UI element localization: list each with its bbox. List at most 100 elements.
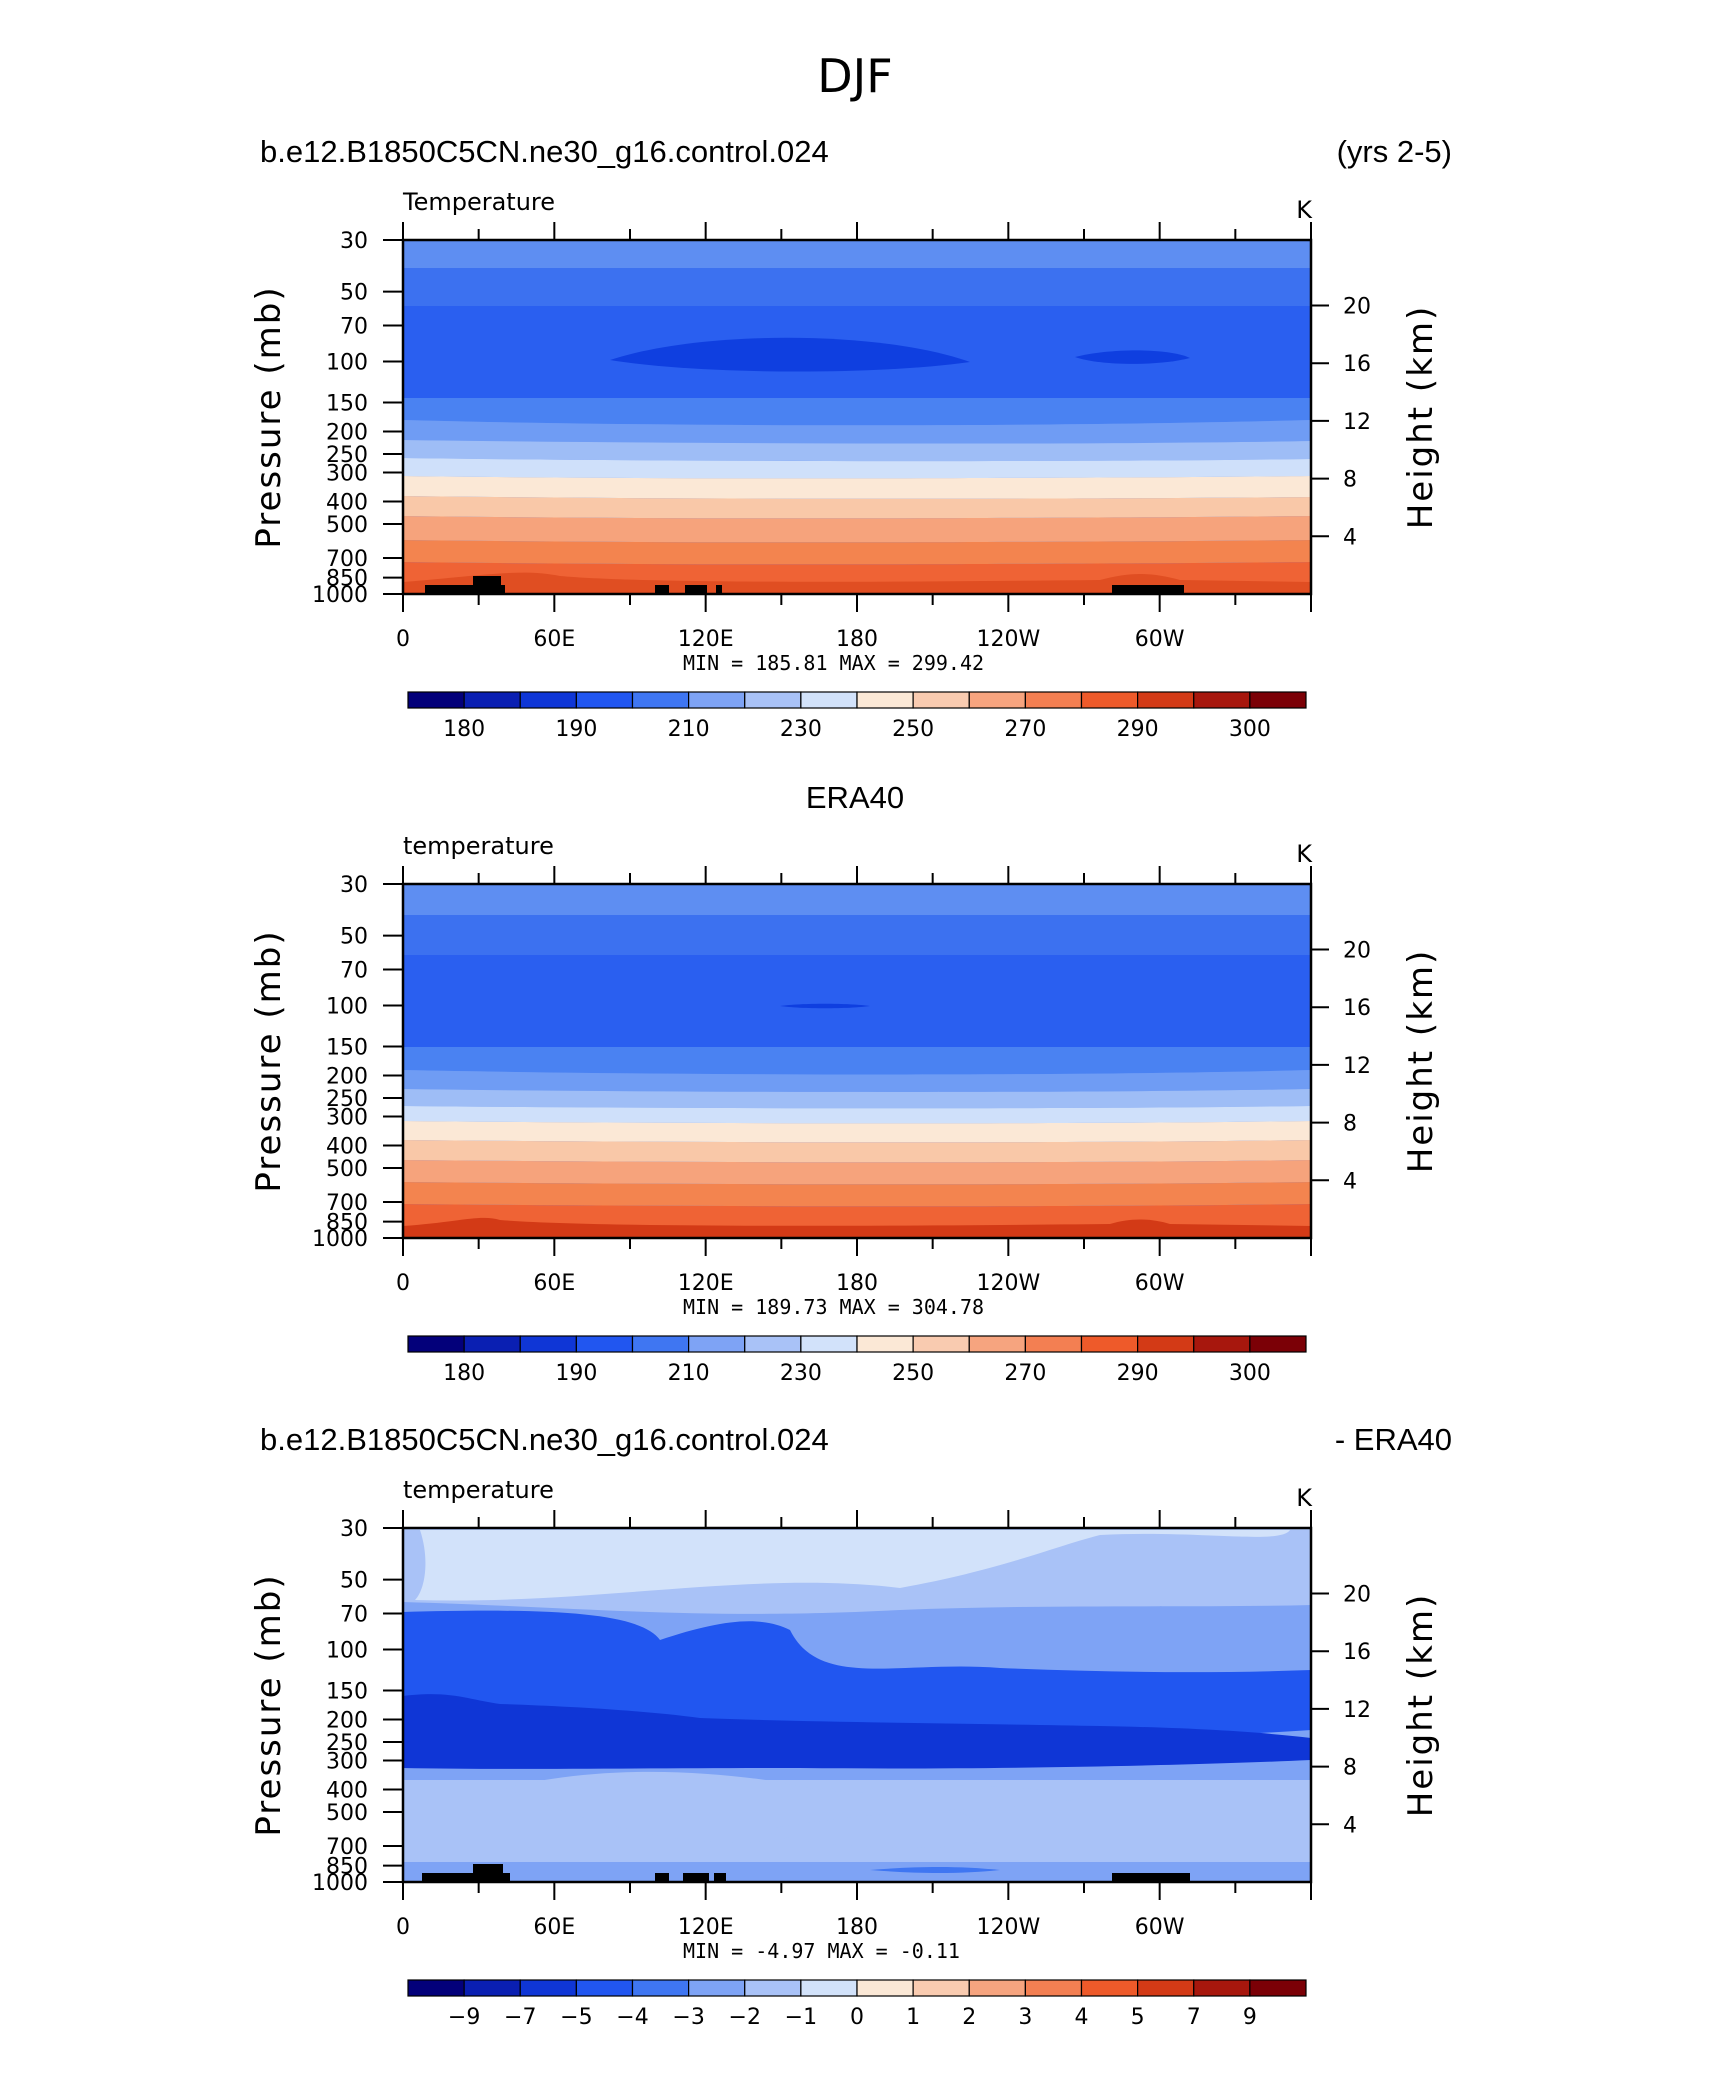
colorbar-tick-label: 7 <box>1187 2005 1201 2030</box>
variable-label: temperature <box>403 832 554 860</box>
lon-tick-label: 60W <box>1135 627 1185 652</box>
pressure-tick-label: 700 <box>326 547 368 572</box>
colorbar-tick-label: 230 <box>780 717 822 742</box>
height-tick-label: 8 <box>1343 1756 1357 1781</box>
contour-field <box>403 1528 1311 1882</box>
colorbar-swatch <box>463 1335 521 1353</box>
colorbar-swatch <box>407 1335 465 1353</box>
colorbar-tick-label: −3 <box>672 2005 704 2030</box>
figure-title: DJF <box>817 49 892 103</box>
lon-tick-label: 60E <box>533 1271 575 1296</box>
colorbar-swatch <box>631 691 690 709</box>
pressure-tick-label: 500 <box>326 1801 368 1826</box>
pressure-axis-title: Pressure (mb) <box>249 1573 289 1836</box>
colorbar-tick-label: 1 <box>906 2005 920 2030</box>
pressure-tick-label: 70 <box>340 1603 368 1628</box>
pressure-tick-label: 850 <box>326 1211 368 1236</box>
colorbar-swatch <box>463 691 521 709</box>
pressure-tick-label: 150 <box>326 1679 368 1704</box>
lon-tick-label: 60E <box>533 627 575 652</box>
lon-tick-label: 180 <box>836 1271 878 1296</box>
height-tick-label: 16 <box>1343 1640 1371 1665</box>
colorbar-tick-label: 300 <box>1229 717 1271 742</box>
colorbar-swatch <box>1193 691 1251 709</box>
colorbar-tick-label: 2 <box>962 2005 976 2030</box>
lon-tick-label: 0 <box>396 627 410 652</box>
pressure-tick-label: 400 <box>326 1778 368 1803</box>
lon-tick-label: 120E <box>678 1271 734 1296</box>
pressure-tick-label: 200 <box>326 1709 368 1734</box>
pressure-tick-label: 500 <box>326 1157 368 1182</box>
colorbar-tick-label: 190 <box>555 1361 597 1386</box>
height-axis-title: Height (km) <box>1401 949 1441 1174</box>
colorbar-swatch <box>1080 1979 1139 1997</box>
height-axis-title: Height (km) <box>1401 1593 1441 1818</box>
pressure-tick-label: 850 <box>326 1855 368 1880</box>
pressure-tick-label: 150 <box>326 391 368 416</box>
diff-case-header: b.e12.B1850C5CN.ne30_g16.control.024 <box>260 1422 829 1457</box>
pressure-tick-label: 300 <box>326 1105 368 1130</box>
height-tick-label: 12 <box>1343 1054 1371 1079</box>
contour-field <box>403 884 1311 1238</box>
colorbar-tick-label: 0 <box>850 2005 864 2030</box>
colorbar-tick-label: −1 <box>785 2005 817 2030</box>
colorbar-tick-label: 300 <box>1229 1361 1271 1386</box>
min-max-stats: MIN = -4.97 MAX = -0.11 <box>683 1939 960 1963</box>
colorbar-swatch <box>519 691 577 709</box>
colorbar-tick-label: −5 <box>560 2005 592 2030</box>
lon-tick-label: 120W <box>976 627 1040 652</box>
colorbar-swatch <box>1249 691 1307 709</box>
colorbar-swatch <box>1137 691 1195 709</box>
pressure-tick-label: 700 <box>326 1191 368 1216</box>
pressure-tick-label: 1000 <box>312 1871 368 1896</box>
obs-header: ERA40 <box>806 780 904 815</box>
era40-temperature-panel: temperature K 30507010015020025030040050… <box>249 832 1441 1386</box>
pressure-tick-label: 30 <box>340 873 368 898</box>
colorbar-tick-label: −2 <box>729 2005 761 2030</box>
colorbar-tick-label: 210 <box>668 717 710 742</box>
colorbar-swatch <box>407 1979 465 1997</box>
height-axis-title: Height (km) <box>1401 305 1441 530</box>
height-tick-label: 16 <box>1343 352 1371 377</box>
colorbar-swatch <box>631 1335 690 1353</box>
pressure-tick-label: 250 <box>326 1731 368 1756</box>
pressure-tick-label: 250 <box>326 443 368 468</box>
pressure-tick-label: 200 <box>326 421 368 446</box>
model-case-header: b.e12.B1850C5CN.ne30_g16.control.024 <box>260 134 829 169</box>
colorbar-swatch <box>968 1979 1026 1997</box>
colorbar-swatch <box>1024 691 1083 709</box>
colorbar-swatch <box>1024 1335 1083 1353</box>
colorbar-swatch <box>407 691 465 709</box>
pressure-tick-label: 250 <box>326 1087 368 1112</box>
colorbar: 180 190 210 230 250 270 290 300 <box>407 1335 1307 1386</box>
colorbar-swatch <box>800 1335 858 1353</box>
colorbar-swatch <box>1137 1335 1195 1353</box>
lon-tick-label: 180 <box>836 1915 878 1940</box>
pressure-tick-label: 30 <box>340 1517 368 1542</box>
colorbar-swatch <box>912 691 970 709</box>
colorbar-swatch <box>688 1335 746 1353</box>
lon-tick-label: 120W <box>976 1915 1040 1940</box>
colorbar-swatch <box>688 1979 746 1997</box>
colorbar-tick-label: 250 <box>892 717 934 742</box>
colorbar-swatch <box>744 1335 802 1353</box>
colorbar-tick-label: 270 <box>1004 717 1046 742</box>
colorbar-swatch <box>519 1979 577 1997</box>
colorbar-tick-label: −7 <box>504 2005 536 2030</box>
colorbar-swatch <box>575 691 634 709</box>
colorbar-tick-label: 210 <box>668 1361 710 1386</box>
colorbar-swatch <box>912 1335 970 1353</box>
contour-field <box>403 240 1311 594</box>
colorbar-swatch <box>800 691 858 709</box>
lon-tick-label: 120W <box>976 1271 1040 1296</box>
lon-tick-label: 120E <box>678 1915 734 1940</box>
height-tick-label: 8 <box>1343 1112 1357 1137</box>
colorbar-swatch <box>856 1979 914 1997</box>
pressure-tick-label: 700 <box>326 1835 368 1860</box>
units-label: K <box>1296 840 1313 868</box>
colorbar-swatch <box>968 1335 1026 1353</box>
colorbar-swatch <box>575 1979 634 1997</box>
